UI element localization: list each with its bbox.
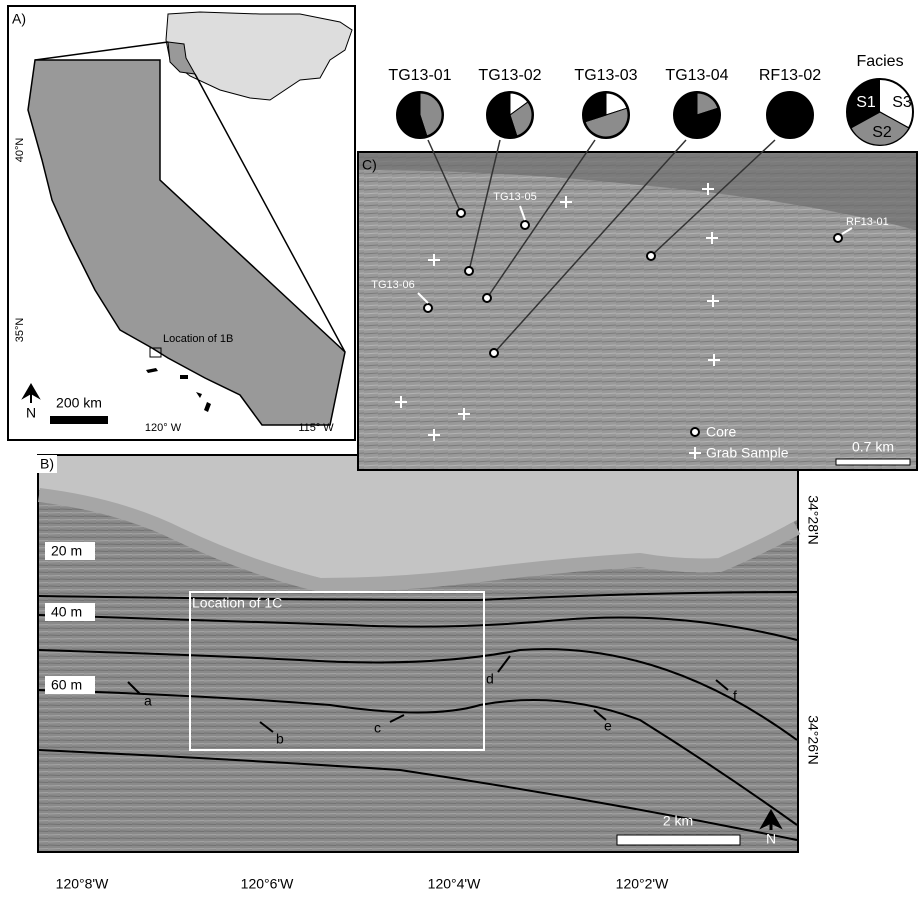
- feature-label: f: [733, 688, 737, 704]
- lon-label: 120°8'W: [56, 876, 109, 892]
- panel-a: A) Location of 1B 40°N 35°N 120° W 115° …: [8, 6, 355, 440]
- lat-label: 40°N: [14, 138, 26, 163]
- lon-label: 120°2'W: [616, 876, 669, 892]
- facies-title: Facies: [856, 53, 903, 70]
- panel-label: A): [12, 11, 26, 27]
- location-label: Location of 1B: [163, 333, 233, 345]
- lat-label: 34°28'N: [805, 495, 821, 545]
- panel-b: 20 m 40 m 60 m Location of 1C a b c d e …: [33, 455, 821, 892]
- panel-label: C): [362, 157, 377, 173]
- site-label: TG13-06: [371, 279, 414, 291]
- panel-c: C) TG13-05 TG13-06 RF13-01 Core Grab Sam…: [358, 140, 917, 470]
- facies-pies: TG13-01 TG13-02 TG13-03 TG13-04 RF13-02: [388, 67, 821, 138]
- legend-label: Core: [706, 424, 737, 440]
- depth-label: 20 m: [51, 543, 82, 559]
- facies-class: S3: [892, 94, 912, 111]
- panel-label: B): [40, 456, 54, 472]
- scale-label: 200 km: [56, 395, 102, 411]
- scale-label: 0.7 km: [852, 439, 894, 455]
- legend-core: [691, 428, 699, 436]
- figure: A) Location of 1B 40°N 35°N 120° W 115° …: [0, 0, 918, 902]
- scale-bar: [836, 459, 910, 465]
- site-label: RF13-01: [846, 216, 889, 228]
- feature-label: a: [144, 693, 152, 709]
- north-label: N: [766, 831, 776, 847]
- facies-class: S1: [856, 94, 876, 111]
- depth-label: 60 m: [51, 677, 82, 693]
- feature-label: b: [276, 731, 284, 747]
- lon-label: 120°4'W: [428, 876, 481, 892]
- scale-bar: [617, 835, 740, 845]
- feature-label: d: [486, 671, 494, 687]
- lat-label: 34°26'N: [805, 715, 821, 765]
- pie-wedge: [768, 93, 812, 137]
- site-label: TG13-05: [493, 191, 536, 203]
- feature-label: c: [374, 720, 381, 736]
- core-label: RF13-02: [759, 67, 821, 84]
- lon-label: 120° W: [145, 422, 182, 434]
- core-label: TG13-04: [665, 67, 728, 84]
- core-label: TG13-02: [478, 67, 541, 84]
- scale-bar: [50, 416, 108, 424]
- facies-legend: Facies S1 S2 S3: [847, 53, 913, 145]
- box-label: Location of 1C: [192, 595, 282, 611]
- lon-label: 115° W: [298, 422, 334, 434]
- lat-label: 35°N: [14, 318, 26, 343]
- legend-label: Grab Sample: [706, 445, 789, 461]
- core-label: TG13-01: [388, 67, 451, 84]
- depth-label: 40 m: [51, 604, 82, 620]
- lon-label: 120°6'W: [241, 876, 294, 892]
- facies-class: S2: [872, 124, 892, 141]
- core-label: TG13-03: [574, 67, 637, 84]
- north-label: N: [26, 405, 36, 421]
- scale-label: 2 km: [663, 813, 693, 829]
